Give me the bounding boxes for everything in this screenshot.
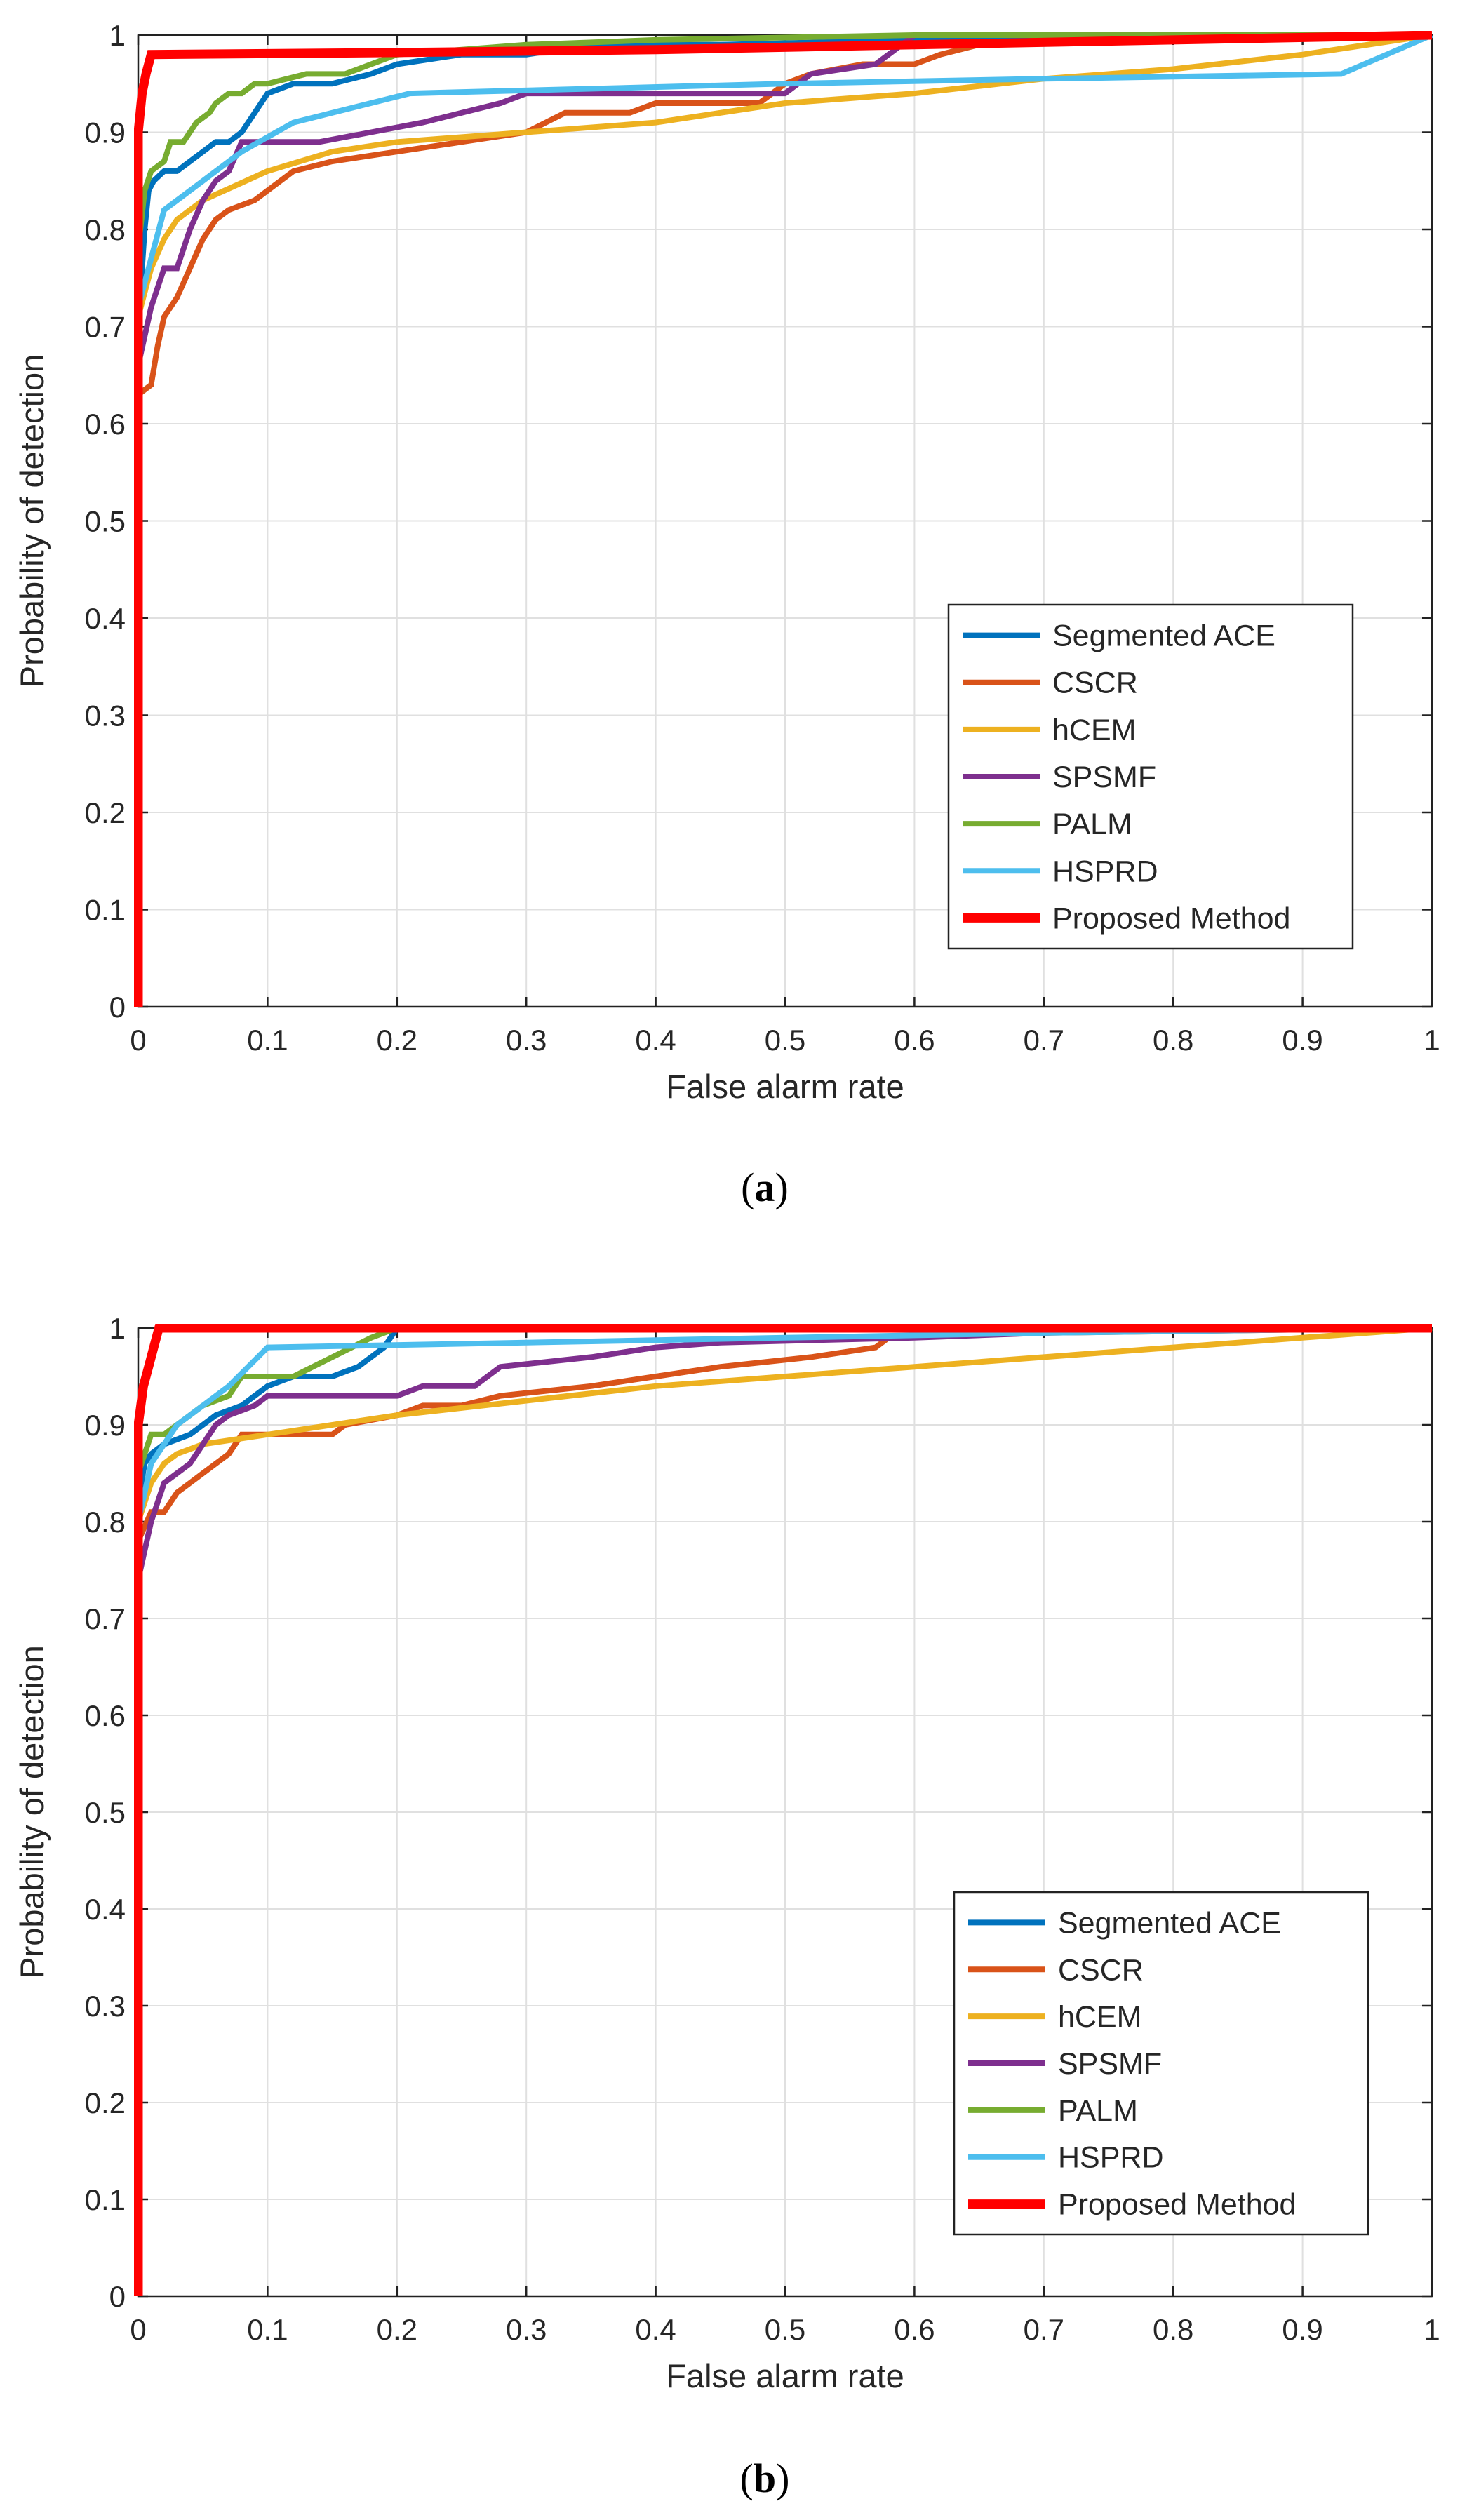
x-tick-label: 0	[130, 1024, 146, 1057]
y-tick-label: 0.3	[85, 1990, 126, 2023]
legend-entry: CSCR	[1052, 666, 1138, 700]
x-tick-label: 1	[1424, 2313, 1440, 2346]
legend: Segmented ACE CSCR hCEM SPSMF PALM HSPRD Propo…	[953, 1891, 1369, 2236]
legend-entry: Proposed Method	[1052, 902, 1290, 935]
legend-entry: Proposed Method	[1058, 2188, 1296, 2222]
y-tick-label: 0.5	[85, 1796, 126, 1829]
x-tick-label: 0.2	[377, 1024, 417, 1057]
series-line-segmented_ace	[135, 1325, 1432, 2296]
x-tick-label: 0.7	[1024, 2313, 1064, 2346]
y-tick-label: 0.7	[85, 1602, 126, 1635]
y-tick-label: 0.1	[85, 894, 126, 927]
y-tick-label: 0.4	[85, 1893, 126, 1926]
y-tick-label: 0.5	[85, 505, 126, 538]
x-tick-label: 1	[1424, 1024, 1440, 1057]
y-tick-label: 0.9	[85, 116, 126, 149]
caption-part: )	[775, 1165, 789, 1210]
series-line-spsmf	[135, 1325, 1432, 2296]
ticks: 0 0.1 0.2 0.3 0.4 0.5 0.6 0.7 0.8 0.9 1 0 0.1 0.2 0.3 0…	[85, 1312, 1440, 2346]
y-tick-label: 0.7	[85, 311, 126, 344]
x-tick-label: 0	[130, 2313, 146, 2346]
y-tick-label: 0.2	[85, 2086, 126, 2119]
y-tick-label: 0	[109, 2280, 126, 2313]
x-tick-label: 0.1	[247, 1024, 288, 1057]
series-line-hsprd	[135, 1325, 1433, 2296]
chart-panel-b: 0 0.1 0.2 0.3 0.4 0.5 0.6 0.7 0.8 0.9 1 0 0.1 0.2 0.3 0…	[13, 1312, 1440, 2501]
caption-part: )	[776, 2455, 789, 2501]
legend-entry: Segmented ACE	[1052, 619, 1275, 653]
y-tick-label: 0.4	[85, 602, 126, 635]
x-tick-label: 0.6	[894, 1024, 935, 1057]
x-tick-label: 0.9	[1282, 2313, 1322, 2346]
legend-entry: PALM	[1058, 2094, 1138, 2128]
x-tick-label: 0.1	[247, 2313, 288, 2346]
x-tick-label: 0.3	[506, 1024, 547, 1057]
y-tick-label: 0	[109, 991, 126, 1024]
legend-entry: HSPRD	[1058, 2141, 1164, 2175]
y-tick-label: 0.6	[85, 408, 126, 441]
x-tick-label: 0.4	[635, 2313, 676, 2346]
y-tick-label: 0.8	[85, 1506, 126, 1539]
panel-caption: (a)	[741, 1165, 789, 1210]
panel-caption: (b)	[740, 2455, 790, 2501]
series-line-proposed	[134, 1324, 1432, 2296]
y-tick-label: 0.1	[85, 2183, 126, 2216]
x-tick-label: 0.5	[765, 1024, 805, 1057]
x-tick-label: 0.8	[1153, 2313, 1193, 2346]
caption-part: (	[741, 1165, 754, 1210]
legend-entry: HSPRD	[1052, 854, 1158, 888]
y-tick-label: 0.2	[85, 796, 126, 829]
x-tick-label: 0.2	[377, 2313, 417, 2346]
series-group	[134, 31, 1433, 1007]
series-line-proposed	[134, 31, 1433, 1007]
series-line-spsmf	[135, 32, 1432, 1007]
y-tick-label: 0.3	[85, 699, 126, 732]
x-tick-label: 0.7	[1024, 1024, 1064, 1057]
y-tick-label: 0.8	[85, 213, 126, 246]
y-tick-label: 1	[109, 1312, 126, 1345]
series-line-hcem	[135, 1325, 1433, 2296]
legend-entry: PALM	[1052, 807, 1132, 841]
caption-part: (	[740, 2455, 754, 2501]
x-axis-label: False alarm rate	[666, 2357, 904, 2394]
x-tick-label: 0.4	[635, 1024, 676, 1057]
y-tick-label: 1	[109, 19, 126, 52]
y-axis-label: Probability of detection	[13, 1645, 51, 1979]
series-line-hsprd	[135, 32, 1433, 1007]
ticks: 0 0.1 0.2 0.3 0.4 0.5 0.6 0.7 0.8 0.9 1 0 0.1 0.2 0.3 0…	[85, 19, 1440, 1057]
y-axis-label: Probability of detection	[13, 354, 51, 688]
series-group	[134, 1324, 1433, 2296]
x-tick-label: 0.3	[506, 2313, 547, 2346]
x-tick-label: 0.6	[894, 2313, 935, 2346]
x-axis-label: False alarm rate	[666, 1068, 904, 1105]
legend-entry: CSCR	[1058, 1953, 1144, 1987]
x-tick-label: 0.9	[1282, 1024, 1322, 1057]
x-tick-label: 0.5	[765, 2313, 805, 2346]
caption-part: b	[754, 2455, 776, 2501]
y-tick-label: 0.9	[85, 1409, 126, 1442]
legend: Segmented ACE CSCR hCEM SPSMF PALM HSPRD Propo…	[947, 603, 1354, 950]
legend-entry: hCEM	[1058, 2000, 1141, 2034]
legend-entry: hCEM	[1052, 713, 1136, 747]
chart-panel-a: 0 0.1 0.2 0.3 0.4 0.5 0.6 0.7 0.8 0.9 1 0 0.1 0.2 0.3 0…	[13, 19, 1440, 1210]
caption-part: a	[755, 1165, 775, 1210]
y-tick-label: 0.6	[85, 1699, 126, 1732]
legend-entry: Segmented ACE	[1058, 1906, 1281, 1940]
legend-entry: SPSMF	[1058, 2047, 1162, 2081]
x-tick-label: 0.8	[1153, 1024, 1193, 1057]
legend-entry: SPSMF	[1052, 760, 1156, 794]
